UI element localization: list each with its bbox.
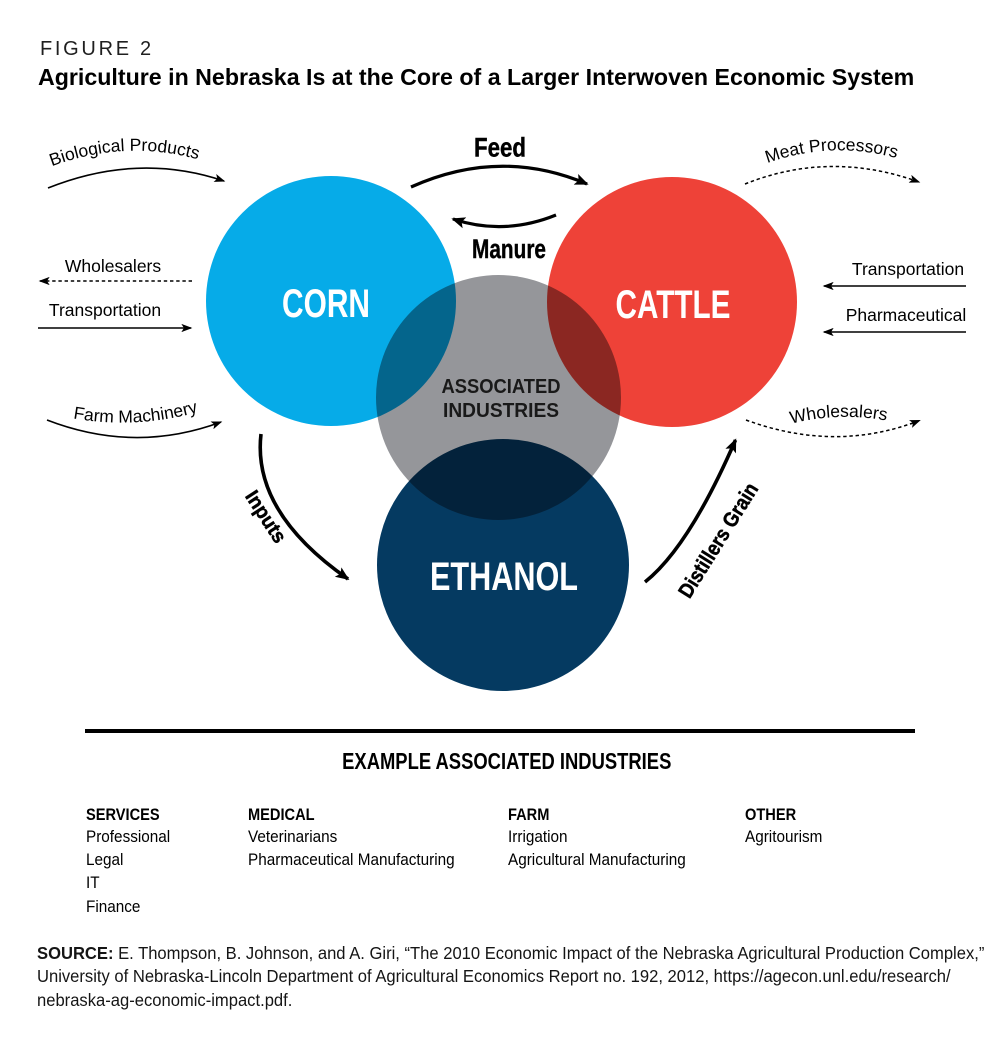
svg-text:Pharmaceutical: Pharmaceutical bbox=[846, 305, 967, 325]
svg-text:ASSOCIATED: ASSOCIATED bbox=[442, 376, 561, 398]
svg-text:CORN: CORN bbox=[282, 282, 370, 326]
svg-text:Meat Processors: Meat Processors bbox=[762, 134, 900, 166]
svg-text:Farm Machinery: Farm Machinery bbox=[72, 396, 199, 426]
svg-text:INDUSTRIES: INDUSTRIES bbox=[443, 400, 559, 422]
svg-text:Distillers Grain: Distillers Grain bbox=[674, 479, 763, 602]
svg-text:Transportation: Transportation bbox=[852, 259, 964, 279]
svg-text:Biological Products: Biological Products bbox=[46, 135, 202, 170]
svg-text:Feed: Feed bbox=[474, 133, 526, 163]
svg-text:Manure: Manure bbox=[472, 234, 546, 264]
svg-text:CATTLE: CATTLE bbox=[616, 283, 731, 327]
svg-text:Wholesalers: Wholesalers bbox=[65, 256, 162, 276]
svg-text:Transportation: Transportation bbox=[49, 300, 161, 320]
svg-text:Wholesalers: Wholesalers bbox=[788, 401, 890, 428]
svg-text:ETHANOL: ETHANOL bbox=[430, 555, 578, 599]
